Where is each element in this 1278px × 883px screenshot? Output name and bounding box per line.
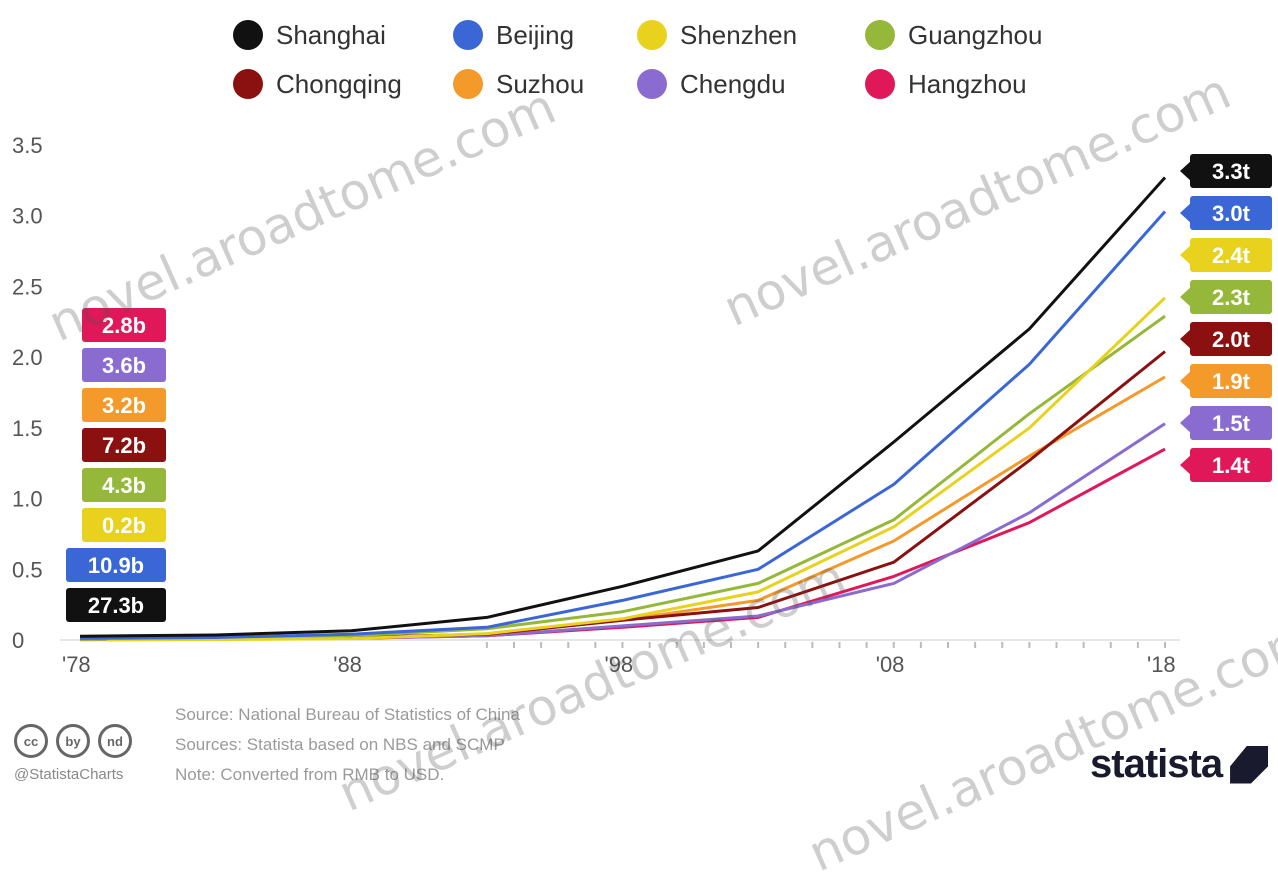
start-badge: [82, 348, 166, 382]
legend-label: Guangzhou: [908, 20, 1042, 50]
end-badge-pointer: [1180, 454, 1192, 476]
end-badge: [1190, 196, 1272, 230]
end-badge-label: 3.0t: [1212, 201, 1251, 226]
x-axis-ticks: '78 '88 '98 '08 '18: [62, 642, 1176, 677]
chart: Shanghai Beijing Shenzhen Guangzhou Chongqin…: [12, 20, 1272, 677]
x-tick-label: '98: [605, 652, 634, 677]
end-badge-label: 1.9t: [1212, 369, 1251, 394]
start-badge-label: 10.9b: [88, 553, 144, 578]
legend-marker: [865, 20, 895, 50]
end-value-badges: 3.3t 3.0t 2.4t 2.3t 2.0t 1.9t 1.5t 1.4t: [1180, 154, 1272, 482]
y-tick-label: 3.0: [12, 204, 43, 229]
start-badge: [82, 468, 166, 502]
legend-label: Beijing: [496, 20, 574, 50]
legend: Shanghai Beijing Shenzhen Guangzhou Chongqin…: [233, 20, 1042, 99]
end-badge-pointer: [1180, 412, 1192, 434]
legend-label: Hangzhou: [908, 69, 1027, 99]
source-line: Source: National Bureau of Statistics of…: [175, 705, 520, 724]
source-notes: Source: National Bureau of Statistics of…: [175, 700, 520, 790]
series-line: [79, 210, 1167, 640]
brand-name: statista: [1090, 742, 1223, 786]
cc-icon: cc: [14, 724, 48, 758]
start-badge-label: 27.3b: [88, 593, 144, 618]
end-badge-label: 3.3t: [1212, 159, 1251, 184]
end-badge: [1190, 280, 1272, 314]
start-badge: [82, 508, 166, 542]
end-badge-label: 2.4t: [1212, 243, 1251, 268]
series-line: [79, 314, 1166, 641]
start-badge-label: 7.2b: [102, 433, 146, 458]
start-badge-label: 3.6b: [102, 353, 146, 378]
start-badge-label: 3.2b: [102, 393, 146, 418]
by-icon: by: [56, 724, 90, 758]
twitter-handle: @StatistaCharts: [14, 766, 124, 783]
end-badge-pointer: [1180, 160, 1192, 182]
end-badge-label: 2.0t: [1212, 327, 1251, 352]
end-badge-pointer: [1180, 328, 1192, 350]
series-line: [107, 296, 1167, 642]
end-badge-pointer: [1180, 202, 1192, 224]
x-tick-label: '78: [62, 652, 91, 677]
end-badge-pointer: [1180, 370, 1192, 392]
end-badge: [1190, 238, 1272, 272]
start-badge: [82, 428, 166, 462]
x-tick-label: '18: [1147, 652, 1176, 677]
source-line: Note: Converted from RMB to USD.: [175, 765, 445, 784]
legend-marker: [865, 69, 895, 99]
end-badge-pointer: [1180, 286, 1192, 308]
x-tick-label: '88: [333, 652, 362, 677]
y-tick-label: 1.5: [12, 416, 43, 441]
y-tick-label: 2.0: [12, 345, 43, 370]
legend-label: Chongqing: [276, 69, 402, 99]
x-tick-label: '08: [876, 652, 905, 677]
y-tick-label: 1.0: [12, 487, 43, 512]
legend-marker: [453, 69, 483, 99]
end-badge: [1190, 406, 1272, 440]
y-tick-label: 2.5: [12, 274, 43, 299]
legend-label: Suzhou: [496, 69, 584, 99]
legend-marker: [233, 69, 263, 99]
series-line: [79, 422, 1166, 641]
legend-label: Shenzhen: [680, 20, 797, 50]
start-badge: [82, 388, 166, 422]
series-line: [79, 350, 1166, 641]
start-badge: [66, 548, 166, 582]
brand-mark-icon: [1230, 745, 1269, 784]
legend-marker: [637, 20, 667, 50]
end-badge: [1190, 154, 1272, 188]
start-value-badges: 2.8b 3.6b 3.2b 7.2b 4.3b 0.2b 10.9b 27.3b: [66, 308, 166, 622]
end-badge-label: 1.5t: [1212, 411, 1251, 436]
series-line: [79, 176, 1167, 638]
y-tick-label: 0: [12, 628, 24, 653]
legend-label: Chengdu: [680, 69, 786, 99]
end-badge-label: 1.4t: [1212, 453, 1251, 478]
start-badge-label: 4.3b: [102, 473, 146, 498]
legend-marker: [233, 20, 263, 50]
end-badge: [1190, 448, 1272, 482]
start-badge: [66, 588, 166, 622]
start-badge-label: 2.8b: [102, 313, 146, 338]
y-axis-ticks: 0 0.5 1.0 1.5 2.0 2.5 3.0 3.5: [12, 133, 43, 653]
legend-label: Shanghai: [276, 20, 386, 50]
start-badge-label: 0.2b: [102, 513, 146, 538]
source-line: Sources: Statista based on NBS and SCMP: [175, 735, 505, 754]
end-badge-label: 2.3t: [1212, 285, 1251, 310]
legend-marker: [453, 20, 483, 50]
y-tick-label: 3.5: [12, 133, 43, 158]
end-badge: [1190, 364, 1272, 398]
license-icons: cc by nd: [14, 724, 132, 758]
series-lines: [79, 176, 1167, 642]
end-badge: [1190, 322, 1272, 356]
start-badge: [82, 308, 166, 342]
nd-icon: nd: [98, 724, 132, 758]
end-badge-pointer: [1180, 244, 1192, 266]
legend-marker: [637, 69, 667, 99]
y-tick-label: 0.5: [12, 557, 43, 582]
brand-logo[interactable]: statista: [1090, 742, 1269, 787]
